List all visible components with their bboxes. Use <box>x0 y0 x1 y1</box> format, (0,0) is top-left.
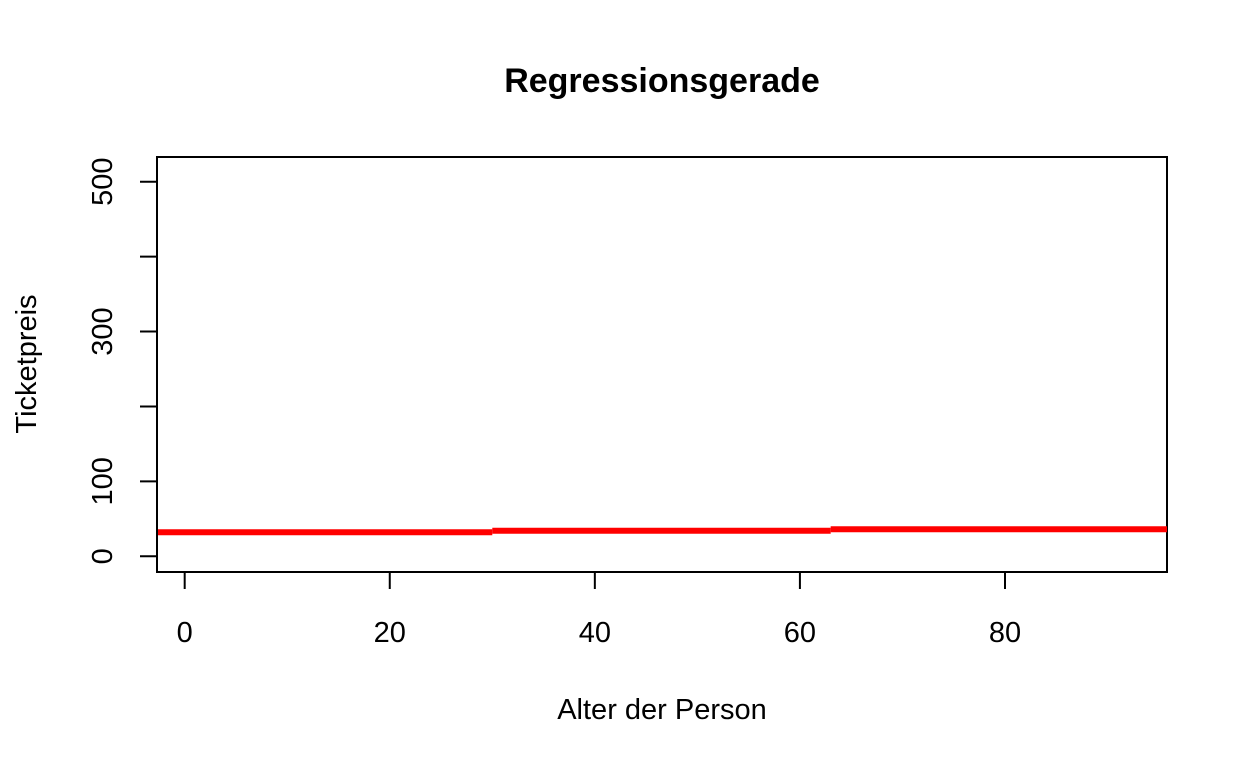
chart-title: Regressionsgerade <box>504 62 820 100</box>
y-tick-label: 500 <box>87 158 119 206</box>
x-tick-label: 20 <box>374 617 406 649</box>
x-axis-label: Alter der Person <box>557 694 767 726</box>
y-axis-label: Ticketpreis <box>11 294 43 433</box>
y-tick-label: 0 <box>87 548 119 564</box>
x-tick-label: 80 <box>989 617 1021 649</box>
x-axis: 0 20 40 60 80 <box>177 571 1021 649</box>
plot-area <box>156 156 1168 573</box>
x-tick-label: 0 <box>177 617 193 649</box>
y-axis: 0 100 300 500 <box>87 158 158 564</box>
series-layer <box>157 526 1167 536</box>
y-tick-label: 300 <box>87 307 119 355</box>
x-tick-label: 60 <box>784 617 816 649</box>
y-tick-label: 100 <box>87 457 119 505</box>
x-tick-label: 40 <box>579 617 611 649</box>
